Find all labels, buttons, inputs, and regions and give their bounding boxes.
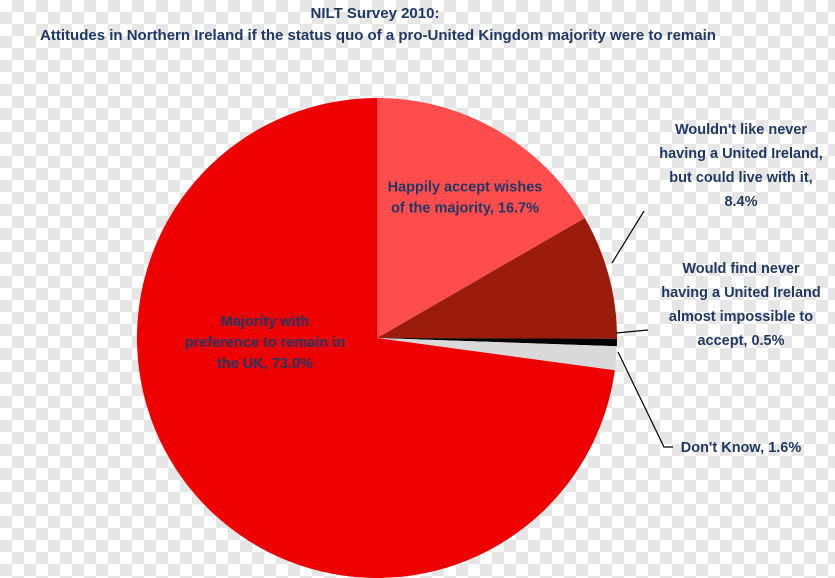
slice-label-line: Would find never (682, 261, 800, 277)
chart-title: NILT Survey 2010: (311, 5, 440, 22)
leader-lines (611, 210, 673, 448)
slice-label-line: Happily accept wishes (388, 180, 543, 196)
pie-slice-1 (377, 98, 585, 338)
slice-label-line: 8.4% (724, 194, 757, 210)
slice-label-line: of the majority, 16.7% (391, 201, 539, 217)
pie-slice-3 (377, 338, 617, 347)
slice-label-3: Would find never having a United Ireland a… (661, 261, 821, 349)
pie-slice-4 (377, 338, 617, 371)
slice-label-line: having a United Ireland (661, 285, 821, 301)
leader-line-2 (611, 210, 645, 264)
slice-label-1: Happily accept wishes of the majority, 16… (388, 180, 543, 217)
slice-label-5: Majority with preference to remain in the … (185, 314, 345, 372)
slice-label-2: Wouldn't like never having a United Irela… (659, 122, 823, 210)
slice-label-line: the UK, 73.0% (217, 356, 313, 372)
slice-label-line: Don't Know, 1.6% (681, 440, 802, 456)
slice-label-line: Majority with (221, 314, 310, 330)
leader-line-4 (617, 351, 673, 448)
slice-label-line: having a United Ireland, (659, 146, 823, 162)
slice-label-line: but could live with it, (669, 170, 812, 186)
pie-slice-5 (136, 98, 615, 578)
chart-subtitle: Attitudes in Northern Ireland if the sta… (40, 27, 716, 44)
slice-label-line: preference to remain in (185, 335, 345, 351)
pie-slices (136, 98, 618, 578)
slice-label-line: accept, 0.5% (697, 333, 784, 349)
slice-labels: Happily accept wishes of the majority, 16… (185, 122, 823, 456)
slice-label-line: Wouldn't like never (675, 122, 807, 138)
slice-label-line: almost impossible to (669, 309, 813, 325)
pie-slice-2 (377, 218, 618, 339)
leader-line-3 (615, 329, 649, 334)
slice-label-4: Don't Know, 1.6% (681, 440, 802, 456)
